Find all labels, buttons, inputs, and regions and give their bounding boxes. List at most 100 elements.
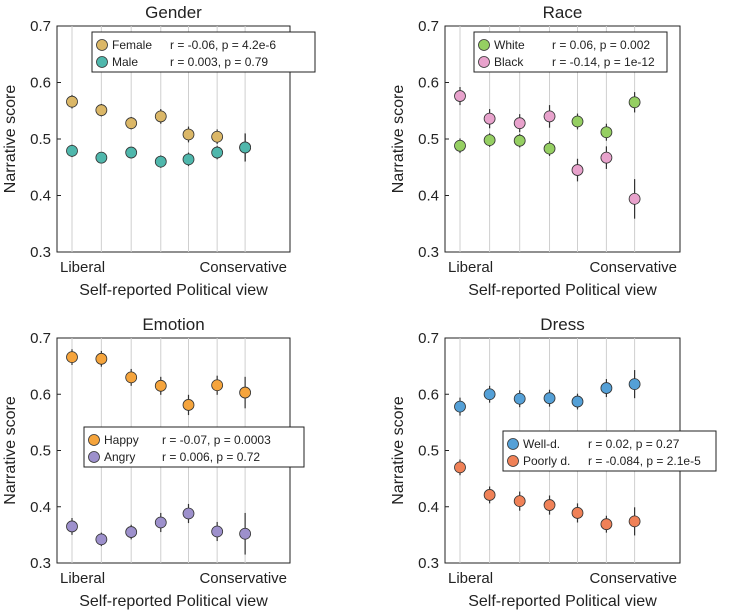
data-point	[239, 386, 252, 399]
x-category-label-conservative: Conservative	[199, 570, 287, 587]
data-point	[125, 371, 138, 384]
legend-stat: r = -0.14, p = 1e-12	[552, 55, 655, 69]
data-point	[513, 117, 526, 130]
data-point	[483, 134, 496, 147]
legend-box	[83, 426, 305, 468]
data-point	[239, 141, 252, 154]
data-point	[211, 130, 224, 143]
panel-dress: 0.3 0.4 0.5 0.6 0.7 Dress Narrative score Liber…	[390, 315, 717, 610]
data-point	[125, 146, 138, 159]
x-category-label-liberal: Liberal	[60, 259, 105, 276]
y-tick-label: 0.5	[418, 131, 439, 148]
legend-marker	[507, 438, 519, 450]
legend-marker	[507, 455, 519, 467]
data-point	[66, 144, 78, 157]
legend-label: White	[494, 38, 525, 52]
legend: White r = 0.06, p = 0.002 Black r = -0.14, …	[473, 31, 668, 73]
data-point	[66, 95, 78, 108]
legend-label: Black	[494, 55, 524, 69]
legend-marker	[88, 434, 100, 446]
data-point	[125, 526, 138, 538]
legend-label: Male	[112, 55, 138, 69]
data-point	[154, 516, 167, 529]
x-axis-label: Self-reported Political view	[79, 593, 268, 610]
legend-stat: r = 0.02, p = 0.27	[588, 437, 680, 451]
data-point	[454, 139, 466, 152]
data-point	[182, 153, 195, 166]
data-point	[182, 128, 195, 141]
y-tick-label: 0.4	[418, 188, 439, 205]
data-point	[543, 110, 556, 123]
series-well-d	[454, 370, 641, 416]
legend-stat: r = -0.084, p = 2.1e-5	[588, 454, 701, 468]
data-point	[543, 142, 556, 155]
data-point	[95, 352, 108, 365]
legend-box	[91, 31, 316, 73]
y-tick-label: 0.3	[418, 244, 439, 261]
data-point	[95, 533, 108, 546]
series-happy	[66, 349, 252, 416]
x-axis-label: Self-reported Political view	[468, 282, 657, 299]
x-category-label-conservative: Conservative	[589, 259, 677, 276]
y-axis-label: Narrative score	[2, 85, 19, 194]
data-point	[571, 164, 584, 176]
panel-emotion: 0.3 0.4 0.5 0.6 0.7 Emotion Narrative score Lib…	[2, 315, 305, 610]
y-tick-label: 0.5	[418, 443, 439, 460]
y-tick-label: 0.7	[30, 18, 51, 35]
y-tick-label: 0.6	[30, 75, 51, 92]
legend: Female r = -0.06, p = 4.2e-6 Male r = 0.003…	[91, 31, 316, 73]
legend-box	[502, 430, 717, 472]
data-point	[454, 90, 466, 102]
data-point	[182, 399, 195, 411]
y-tick-label: 0.4	[418, 499, 439, 516]
legend-stat: r = -0.07, p = 0.0003	[162, 433, 271, 447]
data-point	[628, 192, 641, 205]
data-point	[182, 507, 195, 520]
y-axis-label: Narrative score	[390, 85, 407, 194]
legend-stat: r = 0.06, p = 0.002	[552, 38, 650, 52]
y-tick-label: 0.6	[418, 75, 439, 92]
data-point	[571, 115, 584, 128]
chart-title: Dress	[540, 315, 584, 334]
legend-box	[473, 31, 668, 73]
data-point	[454, 461, 466, 474]
legend-label: Angry	[104, 450, 135, 464]
x-axis-label: Self-reported Political view	[79, 282, 268, 299]
legend-marker	[478, 56, 490, 68]
data-point	[125, 117, 138, 130]
chart-title: Race	[543, 3, 583, 22]
data-point	[628, 96, 641, 109]
legend: Happy r = -0.07, p = 0.0003 Angry r = 0.006…	[83, 426, 305, 468]
data-point	[211, 379, 224, 392]
legend-label: Well-d.	[523, 437, 560, 451]
data-point	[600, 151, 613, 164]
series-male	[66, 133, 252, 168]
y-tick-label: 0.7	[30, 330, 51, 347]
data-point	[239, 527, 252, 540]
legend: Well-d. r = 0.02, p = 0.27 Poorly d. r = -0…	[502, 430, 717, 472]
data-point	[600, 382, 613, 394]
y-tick-label: 0.3	[30, 555, 51, 572]
y-tick-label: 0.4	[30, 499, 51, 516]
data-point	[154, 155, 167, 168]
y-tick-label: 0.3	[30, 244, 51, 261]
data-point	[483, 112, 496, 125]
data-point	[66, 520, 78, 533]
data-point	[571, 507, 584, 519]
x-category-label-conservative: Conservative	[199, 259, 287, 276]
data-point	[513, 134, 526, 147]
legend-label: Happy	[104, 433, 139, 447]
data-point	[483, 388, 496, 401]
x-axis-label: Self-reported Political view	[468, 593, 657, 610]
chart-title: Emotion	[142, 315, 204, 334]
y-tick-label: 0.6	[30, 386, 51, 403]
legend-marker	[478, 39, 490, 51]
y-tick-label: 0.3	[418, 555, 439, 572]
data-point	[154, 110, 167, 123]
legend-label: Poorly d.	[523, 454, 570, 468]
series-female	[66, 94, 252, 162]
data-point	[571, 395, 584, 408]
panel-race: 0.3 0.4 0.5 0.6 0.7 Race Narrative score Libera…	[390, 3, 681, 299]
data-point	[483, 489, 496, 501]
data-point	[600, 518, 613, 531]
